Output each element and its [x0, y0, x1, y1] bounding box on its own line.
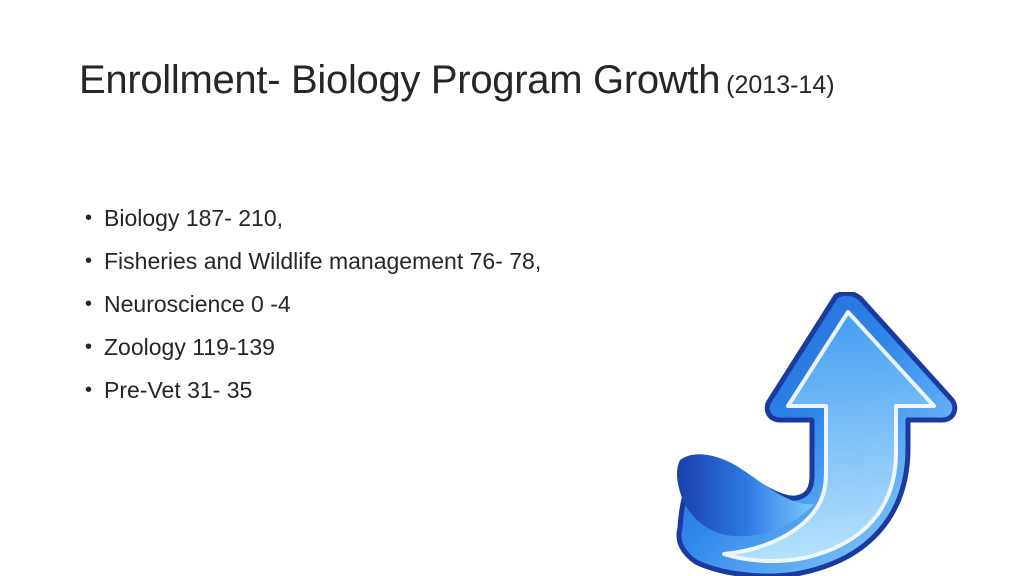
title-year: (2013-14) — [726, 71, 835, 99]
bullet-list: • Biology 187- 210, • Fisheries and Wild… — [85, 197, 541, 412]
bullet-text: Pre-Vet 31- 35 — [104, 377, 253, 403]
bullet-item-neuroscience: • Neuroscience 0 -4 — [85, 283, 541, 326]
up-arrow-icon — [676, 292, 958, 576]
bullet-item-prevet: • Pre-Vet 31- 35 — [85, 369, 541, 412]
bullet-item-zoology: • Zoology 119-139 — [85, 326, 541, 369]
bullet-text: Zoology 119-139 — [104, 334, 275, 360]
bullet-glyph: • — [85, 250, 93, 272]
bullet-item-biology: • Biology 187- 210, — [85, 197, 541, 240]
title-text: Enrollment- Biology Program Growth — [79, 58, 721, 102]
slide-title: Enrollment- Biology Program Growth (2013-… — [79, 58, 835, 103]
bullet-text: Biology 187- 210, — [104, 205, 284, 231]
bullet-item-fisheries: • Fisheries and Wildlife management 76- … — [85, 240, 541, 283]
bullet-glyph: • — [85, 379, 93, 401]
bullet-text: Neuroscience 0 -4 — [104, 291, 291, 317]
arrow-tail — [677, 454, 814, 537]
arrow-inner-highlight — [722, 310, 936, 563]
bullet-text: Fisheries and Wildlife management 76- 78… — [104, 248, 542, 274]
bullet-glyph: • — [85, 293, 93, 315]
bullet-glyph: • — [85, 207, 93, 229]
bullet-glyph: • — [85, 336, 93, 358]
